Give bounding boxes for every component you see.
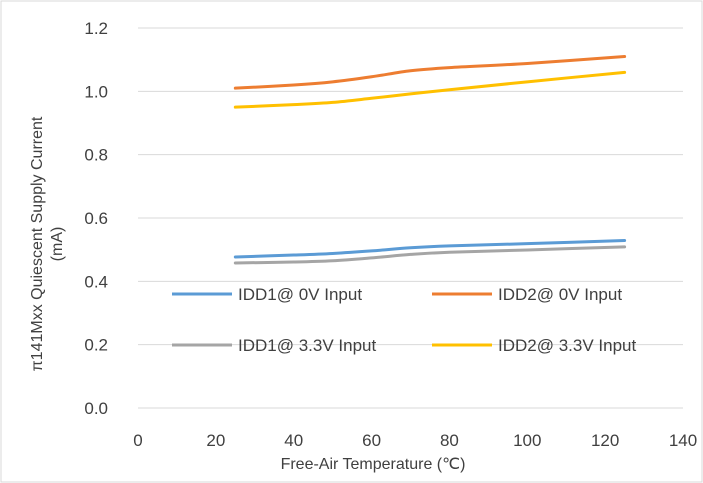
series-line — [233, 70, 627, 109]
legend-label: IDD1@ 3.3V Input — [238, 336, 376, 355]
x-axis-ticks: 0 20 40 60 80 100 120 140 — [133, 431, 697, 450]
y-tick-label: 1.2 — [84, 19, 108, 38]
x-axis-title: Free-Air Temperature (℃) — [281, 456, 466, 473]
series-line — [233, 55, 627, 90]
y-tick-label: 0.0 — [84, 399, 108, 418]
series-line — [233, 238, 627, 259]
y-tick-label: 0.6 — [84, 209, 108, 228]
x-tick-label: 60 — [362, 431, 381, 450]
y-axis-ticks: 0.0 0.2 0.4 0.6 0.8 1.0 1.2 — [84, 19, 108, 418]
series-line — [233, 245, 627, 265]
x-tick-label: 100 — [513, 431, 541, 450]
y-axis-title: π141Mxx Quiescent Supply Current (mA) — [29, 116, 66, 371]
series-lines — [233, 55, 627, 265]
x-tick-label: 120 — [591, 431, 619, 450]
x-tick-label: 20 — [206, 431, 225, 450]
legend-label: IDD2@ 3.3V Input — [498, 336, 636, 355]
y-tick-label: 0.4 — [84, 272, 108, 291]
x-tick-label: 0 — [133, 431, 142, 450]
y-tick-label: 0.2 — [84, 336, 108, 355]
y-tick-label: 0.8 — [84, 146, 108, 165]
y-axis-title-line-1: π141Mxx Quiescent Supply Current — [29, 116, 46, 371]
legend: IDD1@ 0V Input IDD2@ 0V Input IDD1@ 3.3V I… — [172, 285, 636, 355]
x-tick-label: 80 — [440, 431, 459, 450]
y-tick-label: 1.0 — [84, 82, 108, 101]
y-axis-title-line-2: (mA) — [49, 227, 66, 262]
legend-label: IDD2@ 0V Input — [498, 285, 622, 304]
x-tick-label: 40 — [284, 431, 303, 450]
x-tick-label: 140 — [669, 431, 697, 450]
legend-label: IDD1@ 0V Input — [238, 285, 362, 304]
